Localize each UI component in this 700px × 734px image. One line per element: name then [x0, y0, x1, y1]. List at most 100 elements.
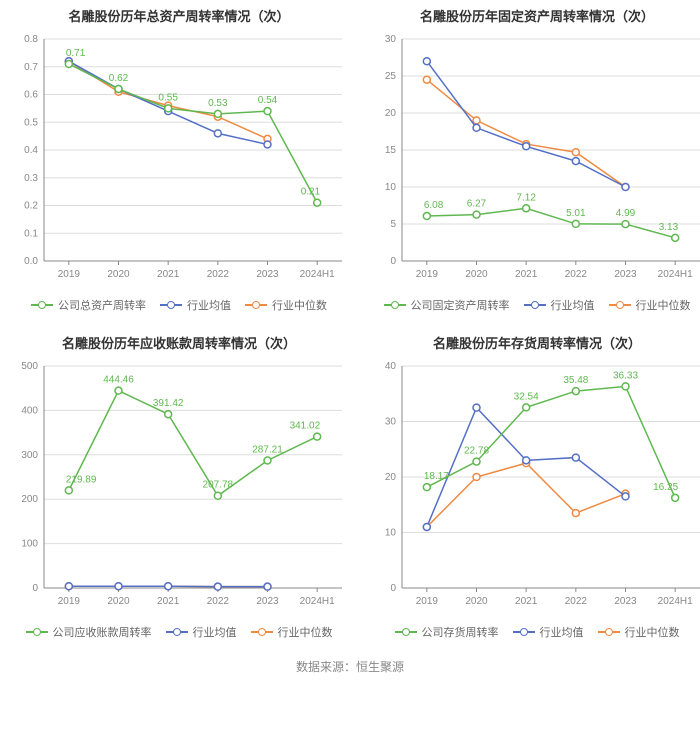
- legend-item-median: 行业中位数: [598, 624, 680, 640]
- chart-title: 名雕股份历年固定资产周转率情况（次）: [362, 6, 700, 25]
- legend-item-company: 公司固定资产周转率: [384, 297, 510, 313]
- legend-label: 行业均值: [187, 297, 231, 313]
- svg-text:0.53: 0.53: [208, 98, 228, 109]
- svg-text:0.1: 0.1: [24, 228, 38, 239]
- svg-text:7.12: 7.12: [516, 192, 536, 203]
- chart-title: 名雕股份历年应收账款周转率情况（次）: [4, 333, 354, 352]
- svg-text:0.21: 0.21: [301, 187, 321, 198]
- legend-label: 行业均值: [193, 624, 237, 640]
- legend-label: 行业中位数: [272, 297, 327, 313]
- legend-item-median: 行业中位数: [245, 297, 327, 313]
- chart-title: 名雕股份历年总资产周转率情况（次）: [4, 6, 354, 25]
- svg-text:2019: 2019: [58, 269, 81, 280]
- chart-plot: 0100200300400500201920202021202220232024…: [4, 356, 354, 616]
- svg-text:500: 500: [21, 361, 38, 372]
- svg-text:2023: 2023: [256, 269, 279, 280]
- legend-label: 公司总资产周转率: [58, 297, 146, 313]
- svg-text:200: 200: [21, 494, 38, 505]
- svg-text:36.33: 36.33: [613, 370, 638, 381]
- legend-swatch-icon: [513, 627, 535, 637]
- chart-legend: 公司固定资产周转率行业均值 行业中位数: [362, 289, 700, 327]
- svg-text:219.89: 219.89: [66, 474, 97, 485]
- chart-plot: 051015202530201920202021202220232024H16.…: [362, 29, 700, 289]
- legend-item-median: 行业中位数: [251, 624, 333, 640]
- svg-text:0.55: 0.55: [158, 92, 178, 103]
- legend-swatch-icon: [160, 300, 182, 310]
- svg-text:444.46: 444.46: [103, 375, 134, 386]
- svg-text:287.21: 287.21: [252, 444, 283, 455]
- legend-item-median: 行业中位数: [609, 297, 691, 313]
- chart-panel-receivables_turnover: 名雕股份历年应收账款周转率情况（次）0100200300400500201920…: [0, 327, 358, 654]
- svg-text:0.71: 0.71: [66, 48, 86, 59]
- chart-legend: 公司存货周转率 行业均值 行业中位数: [362, 616, 700, 654]
- svg-text:2019: 2019: [416, 269, 439, 280]
- legend-swatch-icon: [609, 300, 631, 310]
- svg-text:10: 10: [385, 182, 397, 193]
- legend-swatch-icon: [245, 300, 267, 310]
- svg-text:400: 400: [21, 405, 38, 416]
- svg-text:2020: 2020: [465, 269, 488, 280]
- legend-label: 行业中位数: [636, 297, 691, 313]
- legend-label: 行业均值: [540, 624, 584, 640]
- legend-swatch-icon: [166, 627, 188, 637]
- legend-item-avg: 行业均值: [166, 624, 237, 640]
- svg-text:0.7: 0.7: [24, 62, 38, 73]
- chart-plot: 0.00.10.20.30.40.50.60.70.82019202020212…: [4, 29, 354, 289]
- svg-text:0.62: 0.62: [109, 73, 129, 84]
- legend-label: 公司应收账款周转率: [53, 624, 152, 640]
- legend-label: 公司固定资产周转率: [411, 297, 510, 313]
- legend-label: 公司存货周转率: [422, 624, 499, 640]
- chart-panel-inventory_turnover: 名雕股份历年存货周转率情况（次）010203040201920202021202…: [358, 327, 700, 654]
- svg-text:6.27: 6.27: [467, 199, 487, 210]
- legend-label: 行业中位数: [625, 624, 680, 640]
- svg-text:2023: 2023: [256, 596, 279, 607]
- svg-text:0.3: 0.3: [24, 173, 38, 184]
- svg-text:2023: 2023: [614, 269, 637, 280]
- svg-text:15: 15: [385, 145, 397, 156]
- svg-text:2020: 2020: [107, 269, 130, 280]
- chart-plot: 010203040201920202021202220232024H118.17…: [362, 356, 700, 616]
- svg-text:0.8: 0.8: [24, 34, 38, 45]
- legend-item-avg: 行业均值: [513, 624, 584, 640]
- svg-text:0.6: 0.6: [24, 90, 38, 101]
- svg-text:2021: 2021: [157, 269, 180, 280]
- legend-swatch-icon: [598, 627, 620, 637]
- svg-text:0.54: 0.54: [258, 95, 278, 106]
- svg-text:20: 20: [385, 108, 397, 119]
- svg-text:2024H1: 2024H1: [658, 596, 693, 607]
- svg-text:5: 5: [390, 219, 396, 230]
- svg-text:300: 300: [21, 450, 38, 461]
- chart-title: 名雕股份历年存货周转率情况（次）: [362, 333, 700, 352]
- chart-legend: 公司总资产周转率 行业均值 行业中位数: [4, 289, 354, 327]
- svg-text:2020: 2020: [465, 596, 488, 607]
- svg-text:0: 0: [390, 256, 396, 267]
- svg-text:30: 30: [385, 34, 397, 45]
- svg-text:0.5: 0.5: [24, 117, 38, 128]
- svg-text:0.0: 0.0: [24, 256, 38, 267]
- chart-panel-total_asset_turnover: 名雕股份历年总资产周转率情况（次）0.00.10.20.30.40.50.60.…: [0, 0, 358, 327]
- svg-text:2019: 2019: [416, 596, 439, 607]
- svg-text:2021: 2021: [515, 596, 538, 607]
- svg-text:0.4: 0.4: [24, 145, 38, 156]
- legend-item-company: 公司总资产周转率: [31, 297, 146, 313]
- legend-item-avg: 行业均值: [524, 297, 595, 313]
- svg-text:5.01: 5.01: [566, 208, 586, 219]
- legend-item-company: 公司存货周转率: [395, 624, 499, 640]
- legend-item-avg: 行业均值: [160, 297, 231, 313]
- svg-text:0: 0: [390, 583, 396, 594]
- chart-legend: 公司应收账款周转率 行业均值行业中位数: [4, 616, 354, 654]
- svg-text:22.78: 22.78: [464, 446, 489, 457]
- svg-text:2024H1: 2024H1: [300, 596, 335, 607]
- svg-text:35.48: 35.48: [563, 375, 588, 386]
- svg-text:2024H1: 2024H1: [300, 269, 335, 280]
- svg-text:2019: 2019: [58, 596, 81, 607]
- svg-text:32.54: 32.54: [514, 391, 539, 402]
- legend-swatch-icon: [384, 300, 406, 310]
- svg-text:341.02: 341.02: [290, 421, 321, 432]
- svg-text:100: 100: [21, 539, 38, 550]
- svg-text:2022: 2022: [207, 596, 230, 607]
- legend-swatch-icon: [395, 627, 417, 637]
- svg-text:2021: 2021: [157, 596, 180, 607]
- svg-text:18.17: 18.17: [424, 471, 449, 482]
- svg-text:6.08: 6.08: [424, 200, 444, 211]
